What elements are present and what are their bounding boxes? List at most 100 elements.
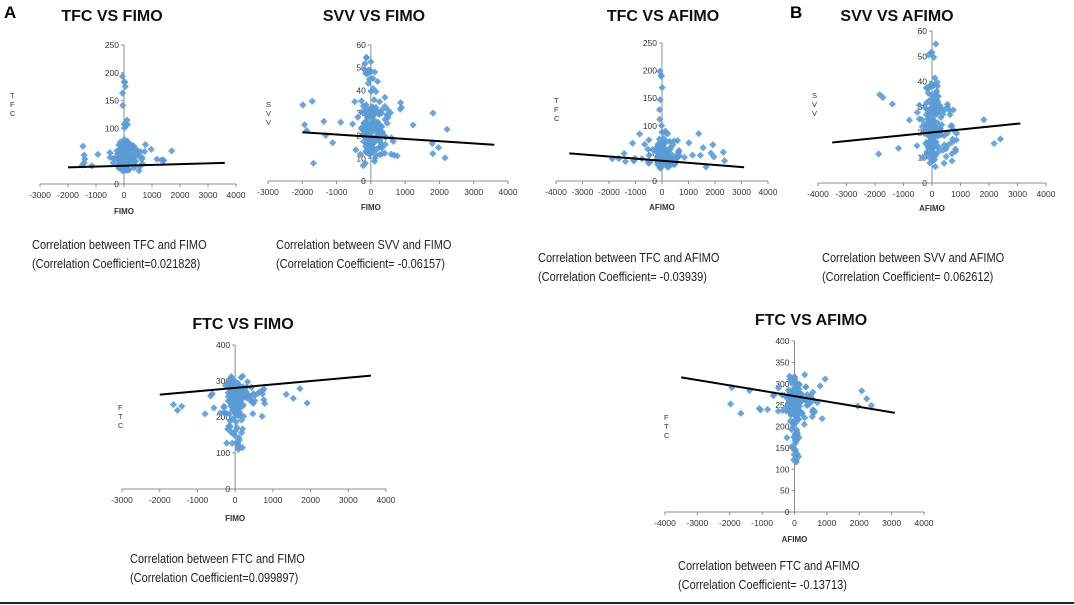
scatter-point <box>867 401 875 410</box>
scatter-point <box>669 141 677 149</box>
scatter-point <box>372 145 381 154</box>
scatter-point <box>296 385 304 393</box>
scatter-point <box>636 130 644 138</box>
scatter-point <box>381 93 389 102</box>
scatter-point <box>719 148 727 156</box>
scatter-point <box>237 416 246 424</box>
scatter-point <box>106 148 114 157</box>
scatter-point <box>132 157 140 165</box>
scatter-point <box>258 412 266 421</box>
scatter-point <box>745 386 754 395</box>
scatter-point <box>251 397 259 405</box>
scatter-point <box>118 89 127 97</box>
scatter-point <box>178 402 186 410</box>
y-tick-label: 100 <box>216 448 230 458</box>
scatter-point <box>122 121 130 129</box>
x-tick-label: -2000 <box>149 495 171 505</box>
scatter-point <box>800 420 808 428</box>
caption-ftc-vs-fimo: Correlation between FTC and FIMO (Correl… <box>130 550 305 588</box>
trendline <box>681 376 896 414</box>
scatter-point <box>235 408 243 416</box>
scatter-point <box>948 150 956 158</box>
x-tick-label: 3000 <box>732 187 751 197</box>
scatter-point <box>309 159 318 167</box>
scatter-point <box>227 428 235 436</box>
scatter-point <box>119 101 127 109</box>
scatter-point <box>615 154 623 163</box>
x-tick-label: 1000 <box>817 518 836 528</box>
scatter-point <box>641 140 649 148</box>
x-tick-label: 4000 <box>759 187 778 197</box>
trendline <box>832 122 1021 144</box>
scatter-point <box>821 375 829 383</box>
y-tick-label: 350 <box>775 357 789 367</box>
scatter-point <box>80 151 88 159</box>
scatter-point <box>935 143 943 151</box>
scatter-point <box>940 159 948 167</box>
scatter-point <box>387 150 395 158</box>
scatter-point <box>696 151 704 159</box>
scatter-point <box>769 392 777 400</box>
scatter-point <box>208 390 216 398</box>
caption-coefficient: (Correlation Coefficient= -0.06157) <box>276 257 445 271</box>
scatter-point <box>409 121 417 129</box>
scatter-point <box>648 145 657 154</box>
scatter-point <box>369 84 377 93</box>
scatter-point <box>133 147 141 155</box>
scatter-point <box>786 376 794 384</box>
scatter-point <box>875 150 883 158</box>
scatter-point <box>915 101 923 109</box>
scatter-point <box>809 388 817 396</box>
scatter-point <box>657 71 665 79</box>
trendline <box>67 161 225 169</box>
scatter-point <box>894 144 903 152</box>
scatter-point <box>375 110 383 118</box>
scatter-point <box>238 429 246 437</box>
x-axis-label: FIMO <box>114 207 134 216</box>
scatter-point <box>362 69 370 78</box>
scatter-point <box>658 83 666 92</box>
scatter-point <box>232 409 240 418</box>
scatter-point <box>360 137 368 146</box>
y-tick-label: 100 <box>775 464 789 474</box>
caption-ftc-vs-afimo: Correlation between FTC and AFIMO (Corre… <box>678 557 860 595</box>
x-tick-label: 2000 <box>850 518 869 528</box>
scatter-point <box>233 424 241 432</box>
chart-title: SVV VS FIMO <box>323 8 425 25</box>
caption-coefficient: (Correlation Coefficient= -0.13713) <box>678 578 847 592</box>
scatter-point <box>924 89 932 97</box>
scatter-point <box>223 439 231 447</box>
x-tick-label: 0 <box>792 518 797 528</box>
caption-svv-vs-afimo: Correlation between SVV and AFIMO (Corre… <box>822 249 1004 287</box>
scatter-point <box>925 97 933 105</box>
scatter-point <box>369 112 377 120</box>
scatter-point <box>221 381 230 390</box>
scatter-point <box>369 74 377 83</box>
x-tick-label: -3000 <box>111 495 133 505</box>
scatter-point <box>662 137 670 145</box>
chart-ftc-vs-fimo: FTC VS FIMO-3000 -2000 -1000 0 1000 2000 3000 4… <box>111 316 396 523</box>
scatter-point <box>674 149 682 157</box>
x-axis-label: AFIMO <box>919 204 945 213</box>
y-tick-label: 0 <box>361 176 366 186</box>
x-tick-label: -3000 <box>572 187 594 197</box>
scatter-point <box>933 82 942 90</box>
x-tick-label: 4000 <box>227 190 246 200</box>
y-tick-label: 250 <box>643 38 657 48</box>
scatter-point <box>370 96 378 104</box>
scatter-point <box>243 392 251 400</box>
scatter-point <box>236 411 244 419</box>
x-tick-label: 3000 <box>882 518 901 528</box>
scatter-point <box>249 399 257 407</box>
scatter-point <box>362 54 371 62</box>
scatter-point <box>225 410 234 418</box>
scatter-point <box>789 404 797 413</box>
scatter-point <box>389 137 397 146</box>
scatter-point <box>226 422 234 431</box>
caption-coefficient: (Correlation Coefficient=0.099897) <box>130 571 299 585</box>
scatter-point <box>120 153 128 161</box>
x-tick-label: 4000 <box>499 187 518 197</box>
caption-title: Correlation between TFC and AFIMO <box>538 251 720 265</box>
scatter-point <box>228 415 236 423</box>
